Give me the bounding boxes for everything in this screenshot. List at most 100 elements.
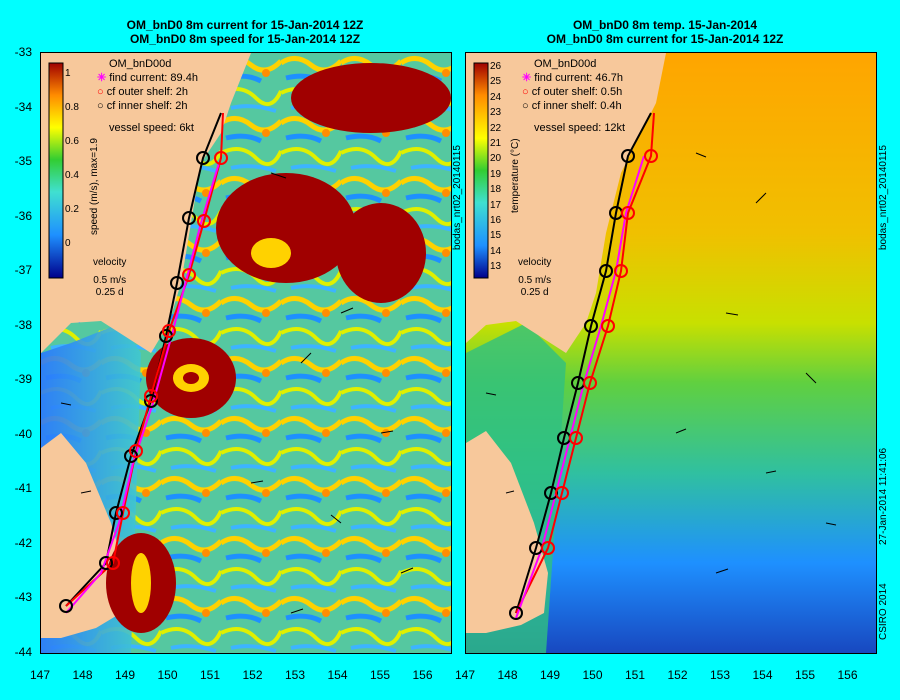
left-velocity-label: velocity [93,257,127,268]
right-legend-inner: ○ cf inner shelf: 0.4h [522,99,625,113]
right-inner-text: cf inner shelf: 0.4h [531,100,622,112]
temp-tick: 15 [490,230,502,242]
speed-colorbar-ticks: 1 0.8 0.6 0.4 0.2 0 [65,57,79,261]
temp-tick: 26 [490,61,502,72]
outer-shelf-track [515,112,655,614]
inner-marker-icon: ○ [97,100,104,112]
x-tick-label: 150 [582,668,603,682]
left-title-line1: OM_bnD0 8m current for 15-Jan-2014 12Z [126,18,364,32]
speed-tick: 0.6 [65,136,79,147]
left-outer-text: cf outer shelf: 2h [106,86,189,98]
x-tick-label: 155 [369,668,391,682]
left-legend: OM_bnD00d ✳ find current: 89.4h ○ cf out… [97,57,198,135]
temp-tick: 21 [490,138,502,150]
left-map-title: OM_bnD0 8m current for 15-Jan-2014 12Z O… [40,18,450,46]
left-legend-inner: ○ cf inner shelf: 2h [97,99,198,113]
x-tick-label: 151 [624,668,646,682]
land-tasmania [41,433,126,638]
x-tick-label: 156 [837,668,858,682]
speed-colorbar-label: speed (m/s), max=1.9 [89,138,100,235]
temp-tick: 22 [490,122,502,134]
land-mainland [41,53,251,353]
right-legend: OM_bnD00d ✳ find current: 46.7h ○ cf out… [522,57,625,135]
speed-map[interactable]: 1 0.8 0.6 0.4 0.2 0 speed (m/s), max=1.9… [40,52,452,654]
copyright-label: CSIRO 2014 [878,583,889,640]
left-velocity-scale: 0.5 m/s [93,275,127,286]
x-tick-label: 147 [29,668,51,682]
temperature-map[interactable]: 26 25 24 23 22 21 20 19 18 17 16 15 14 1… [465,52,877,654]
x-tick-label: 152 [242,668,263,682]
velocity-arrows [60,172,414,614]
right-vessel-speed: vessel speed: 12kt [534,122,626,134]
velocity-arrows [485,152,837,574]
x-tick-label: 155 [794,668,816,682]
inner-marker-icon: ○ [522,100,529,112]
outer-shelf-track [65,112,224,607]
right-title-line2: OM_bnD0 8m current for 15-Jan-2014 12Z [546,32,784,46]
x-tick-label: 147 [454,668,476,682]
x-tick-label: 154 [752,668,773,682]
left-legend-find: ✳ find current: 89.4h [97,71,198,85]
temperature-map-svg [466,53,876,653]
temp-tick: 16 [490,215,502,227]
right-legend-title: OM_bnD00d [534,58,597,70]
right-legend-outer: ○ cf outer shelf: 0.5h [522,85,625,99]
left-legend-title: OM_bnD00d [109,58,172,70]
x-tick-label: 153 [284,668,306,682]
y-tick-label: -40 [14,426,32,441]
right-legend-find: ✳ find current: 46.7h [522,71,625,85]
inner-shelf-track [515,112,652,614]
outer-marker-icon: ○ [522,86,529,98]
x-tick-label: 148 [72,668,93,682]
left-inner-text: cf inner shelf: 2h [106,100,188,112]
x-tick-label: 154 [327,668,348,682]
speed-tick: 0.8 [65,102,79,113]
y-tick-label: -35 [14,154,32,168]
x-tick-label: 152 [667,668,688,682]
right-title-line1: OM_bnD0 8m temp. 15-Jan-2014 [572,18,758,32]
x-tick-label: 150 [157,668,178,682]
y-tick-label: -39 [14,372,32,386]
left-title-line2: OM_bnD0 8m speed for 15-Jan-2014 12Z [129,32,361,46]
land-mainland [466,53,666,353]
y-tick-label: -36 [14,208,32,223]
y-tick-label: -33 [14,45,32,59]
right-velocity-key: velocity 0.5 m/s 0.25 d [518,257,551,299]
right-side-label: bodas_nrt02_20140115 [878,145,889,250]
right-map-title: OM_bnD0 8m temp. 15-Jan-2014 OM_bnD0 8m … [465,18,865,46]
temperature-colorbar-ticks: 26 25 24 23 22 21 20 19 18 17 16 15 14 1… [490,59,501,275]
find-marker-icon: ✳ [522,72,532,84]
land-tasmania [466,431,548,633]
speed-tick: 0.2 [65,204,79,215]
x-tick-label: 149 [539,668,561,682]
find-marker-icon: ✳ [97,72,107,84]
temp-tick: 17 [490,199,502,211]
temp-tick: 20 [490,153,502,165]
x-tick-label: 151 [199,668,221,682]
temp-tick: 25 [490,76,502,88]
right-velocity-time: 0.25 d [520,287,549,298]
y-tick-label: -44 [14,644,32,659]
temp-tick: 19 [490,168,502,180]
temperature-colorbar-label: temperature (°C) [510,138,521,213]
temp-tick: 18 [490,184,502,196]
temp-tick: 13 [490,261,502,273]
temp-tick: 24 [490,91,502,103]
y-tick-label: -41 [14,481,32,495]
speed-tick: 0 [65,238,71,249]
x-tick-label: 153 [709,668,731,682]
y-tick-label: -43 [14,590,32,604]
left-velocity-time: 0.25 d [95,287,124,298]
left-find-text: find current: 89.4h [109,72,198,84]
right-velocity-scale: 0.5 m/s [518,275,552,286]
speed-colorbar [48,62,64,279]
x-tick-label: 156 [412,668,433,682]
y-tick-label: -34 [14,99,32,114]
left-velocity-key: velocity 0.5 m/s 0.25 d [93,257,126,299]
right-find-text: find current: 46.7h [534,72,623,84]
speed-tick: 0.4 [65,170,79,181]
temperature-colorbar [473,62,489,279]
outer-marker-icon: ○ [97,86,104,98]
y-tick-label: -42 [14,535,32,550]
speed-tick: 1 [65,68,71,79]
